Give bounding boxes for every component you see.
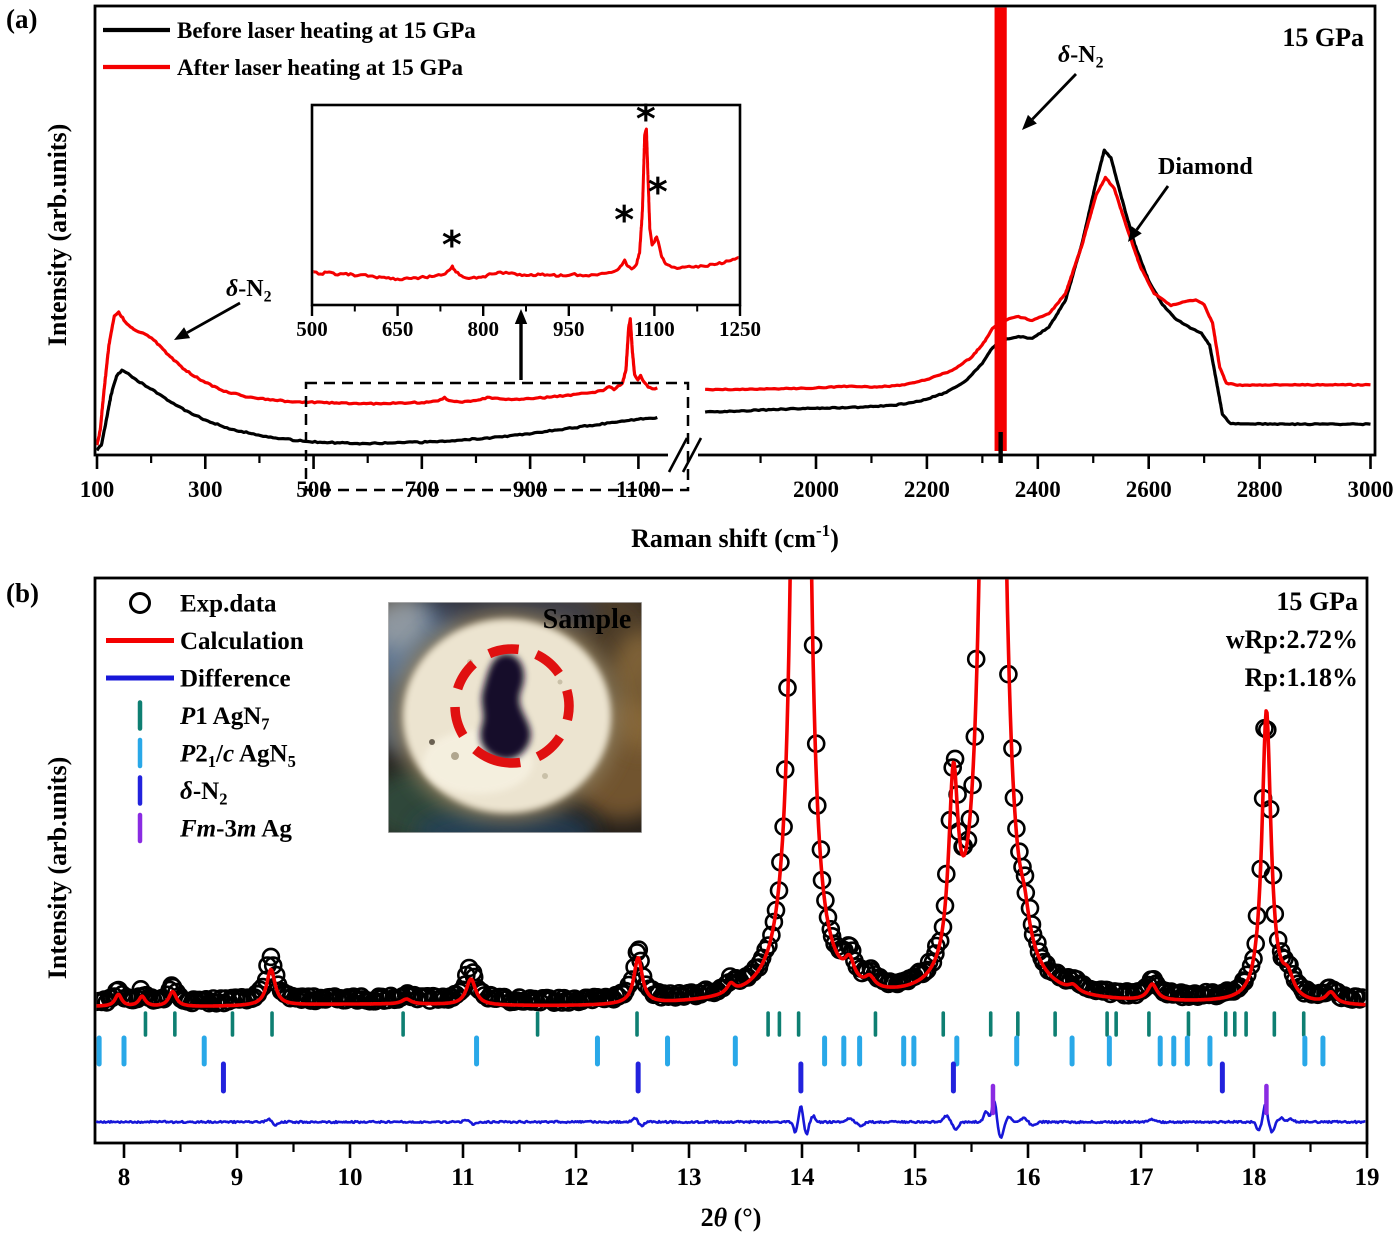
panel-a-legend: Before laser heating at 15 GPa After lase… [103, 18, 476, 80]
inset-asterisk-marker: * [442, 223, 462, 267]
phase-ticks-agn5 [96, 1035, 1326, 1067]
a-tick-label: 2400 [1015, 477, 1061, 502]
b-tick-label: 8 [118, 1164, 131, 1191]
zoom-region-dashed-box [304, 381, 690, 492]
a-xaxis-title: Raman shift (cm-1) [631, 521, 839, 553]
b-pressure-label: 15 GPa [1276, 587, 1358, 616]
a-annotation-arrow-dn2-left [174, 301, 241, 340]
a-tick-label: 2000 [793, 477, 839, 502]
panel-b: 8 9 10 11 12 13 14 15 16 17 18 19 2θ (°) Intensity (a… [43, 576, 1380, 1232]
panel-a-curves [96, 7, 1371, 452]
vibron-peak-before [998, 432, 1003, 463]
b-legend-agn5: P21/c AgN5 [179, 741, 296, 772]
a-annotation-dn2-right: δ-N2 [1058, 42, 1104, 71]
b-wrp-label: wRp:2.72% [1226, 625, 1358, 654]
a-annotation-dn2-left: δ-N2 [226, 276, 272, 305]
inset-tick-label: 650 [382, 317, 414, 341]
panel-a-frame [93, 4, 1377, 457]
b-tick-label: 15 [903, 1164, 928, 1191]
b-tick-label: 11 [451, 1164, 475, 1191]
b-yaxis-title: Intensity (arb.units) [43, 757, 72, 979]
inset-tick-label: 950 [553, 317, 585, 341]
phase-ticks-dn2 [220, 1061, 1225, 1094]
panel-a-label: (a) [6, 4, 38, 34]
raman-curve-before [96, 368, 658, 452]
panel-b-legend: Exp.data Calculation Difference P1 AgN7 P21/… [106, 591, 304, 844]
b-legend-agn7: P1 AgN7 [179, 703, 270, 734]
difference-curve [95, 1098, 1366, 1139]
sample-dashed-circle [450, 644, 574, 768]
b-tick-label: 19 [1355, 1164, 1380, 1191]
inset-asterisk-marker: * [648, 170, 668, 214]
b-tick-label: 14 [790, 1164, 816, 1191]
b-tick-label: 12 [564, 1164, 589, 1191]
inset-asterisk-marker: * [636, 97, 656, 141]
a-tick-label: 2800 [1237, 477, 1283, 502]
xrd-calc-curve [96, 579, 1366, 1008]
a-tick-label: 100 [80, 477, 115, 502]
a-legend-after: After laser heating at 15 GPa [177, 55, 463, 80]
sample-blob [480, 653, 531, 760]
sample-label: Sample [543, 604, 632, 635]
a-tick-label: 2600 [1126, 477, 1172, 502]
panel-a: 100 300 500 700 900 1100 2000 2200 2400 2600 2800 3… [43, 4, 1394, 553]
inset-tick-label: 1250 [719, 317, 761, 341]
a-annotation-arrow-diamond [1128, 185, 1170, 242]
b-legend-dn2: δ-N2 [180, 778, 227, 809]
b-tick-label: 13 [677, 1164, 702, 1191]
inset-tick-label: 800 [467, 317, 499, 341]
b-tick-label: 10 [338, 1164, 363, 1191]
a-tick-label: 2200 [904, 477, 950, 502]
inset-tick-label: 1100 [634, 317, 675, 341]
b-legend-calc: Calculation [180, 628, 304, 655]
b-xaxis-title: 2θ (°) [701, 1203, 762, 1232]
a-annotation-arrow-dn2-right [1022, 73, 1078, 130]
a-pressure-label: 15 GPa [1282, 23, 1364, 52]
legend-marker-circle [129, 592, 151, 614]
a-annotation-diamond: Diamond [1158, 154, 1253, 180]
inset-tick-label: 500 [296, 317, 328, 341]
a-yaxis-title: Intensity (arb.units) [43, 124, 72, 346]
b-legend-ag: Fm-3m Ag [179, 816, 292, 843]
raman-curve-after [705, 175, 1371, 392]
panel-a-xaxis: 100 300 500 700 900 1100 2000 2200 2400 2600 2800 3… [80, 455, 1394, 502]
b-legend-exp: Exp.data [180, 591, 277, 618]
a-legend-before: Before laser heating at 15 GPa [177, 18, 476, 43]
inset-pointer-arrow [514, 309, 528, 380]
b-legend-diff: Difference [180, 666, 291, 693]
b-tick-label: 9 [231, 1164, 244, 1191]
inset-asterisk-marker: * [614, 198, 634, 242]
inset-curve [313, 127, 739, 282]
phase-ticks-ag [990, 1083, 1269, 1116]
a-tick-label: 3000 [1348, 477, 1394, 502]
panel-a-inset: 500 650 800 950 1100 1250 * * * * [296, 97, 761, 380]
vibron-peak-after [994, 7, 1007, 451]
panel-b-frame [93, 576, 1369, 1145]
b-rp-label: Rp:1.18% [1245, 663, 1358, 692]
a-tick-label: 300 [188, 477, 223, 502]
phase-ticks-agn7 [143, 1011, 1306, 1037]
panel-b-label: (b) [6, 578, 39, 608]
b-tick-label: 17 [1129, 1164, 1154, 1191]
inset-frame [310, 103, 742, 307]
raman-curve-after [96, 310, 658, 446]
panel-b-data [96, 579, 1366, 1013]
b-tick-label: 16 [1016, 1164, 1041, 1191]
sample-photo: Sample [388, 602, 642, 833]
b-tick-label: 18 [1242, 1164, 1267, 1191]
panel-b-xaxis: 8 9 10 11 12 13 14 15 16 17 18 19 [118, 1143, 1380, 1191]
raman-curve-before [704, 148, 1371, 427]
